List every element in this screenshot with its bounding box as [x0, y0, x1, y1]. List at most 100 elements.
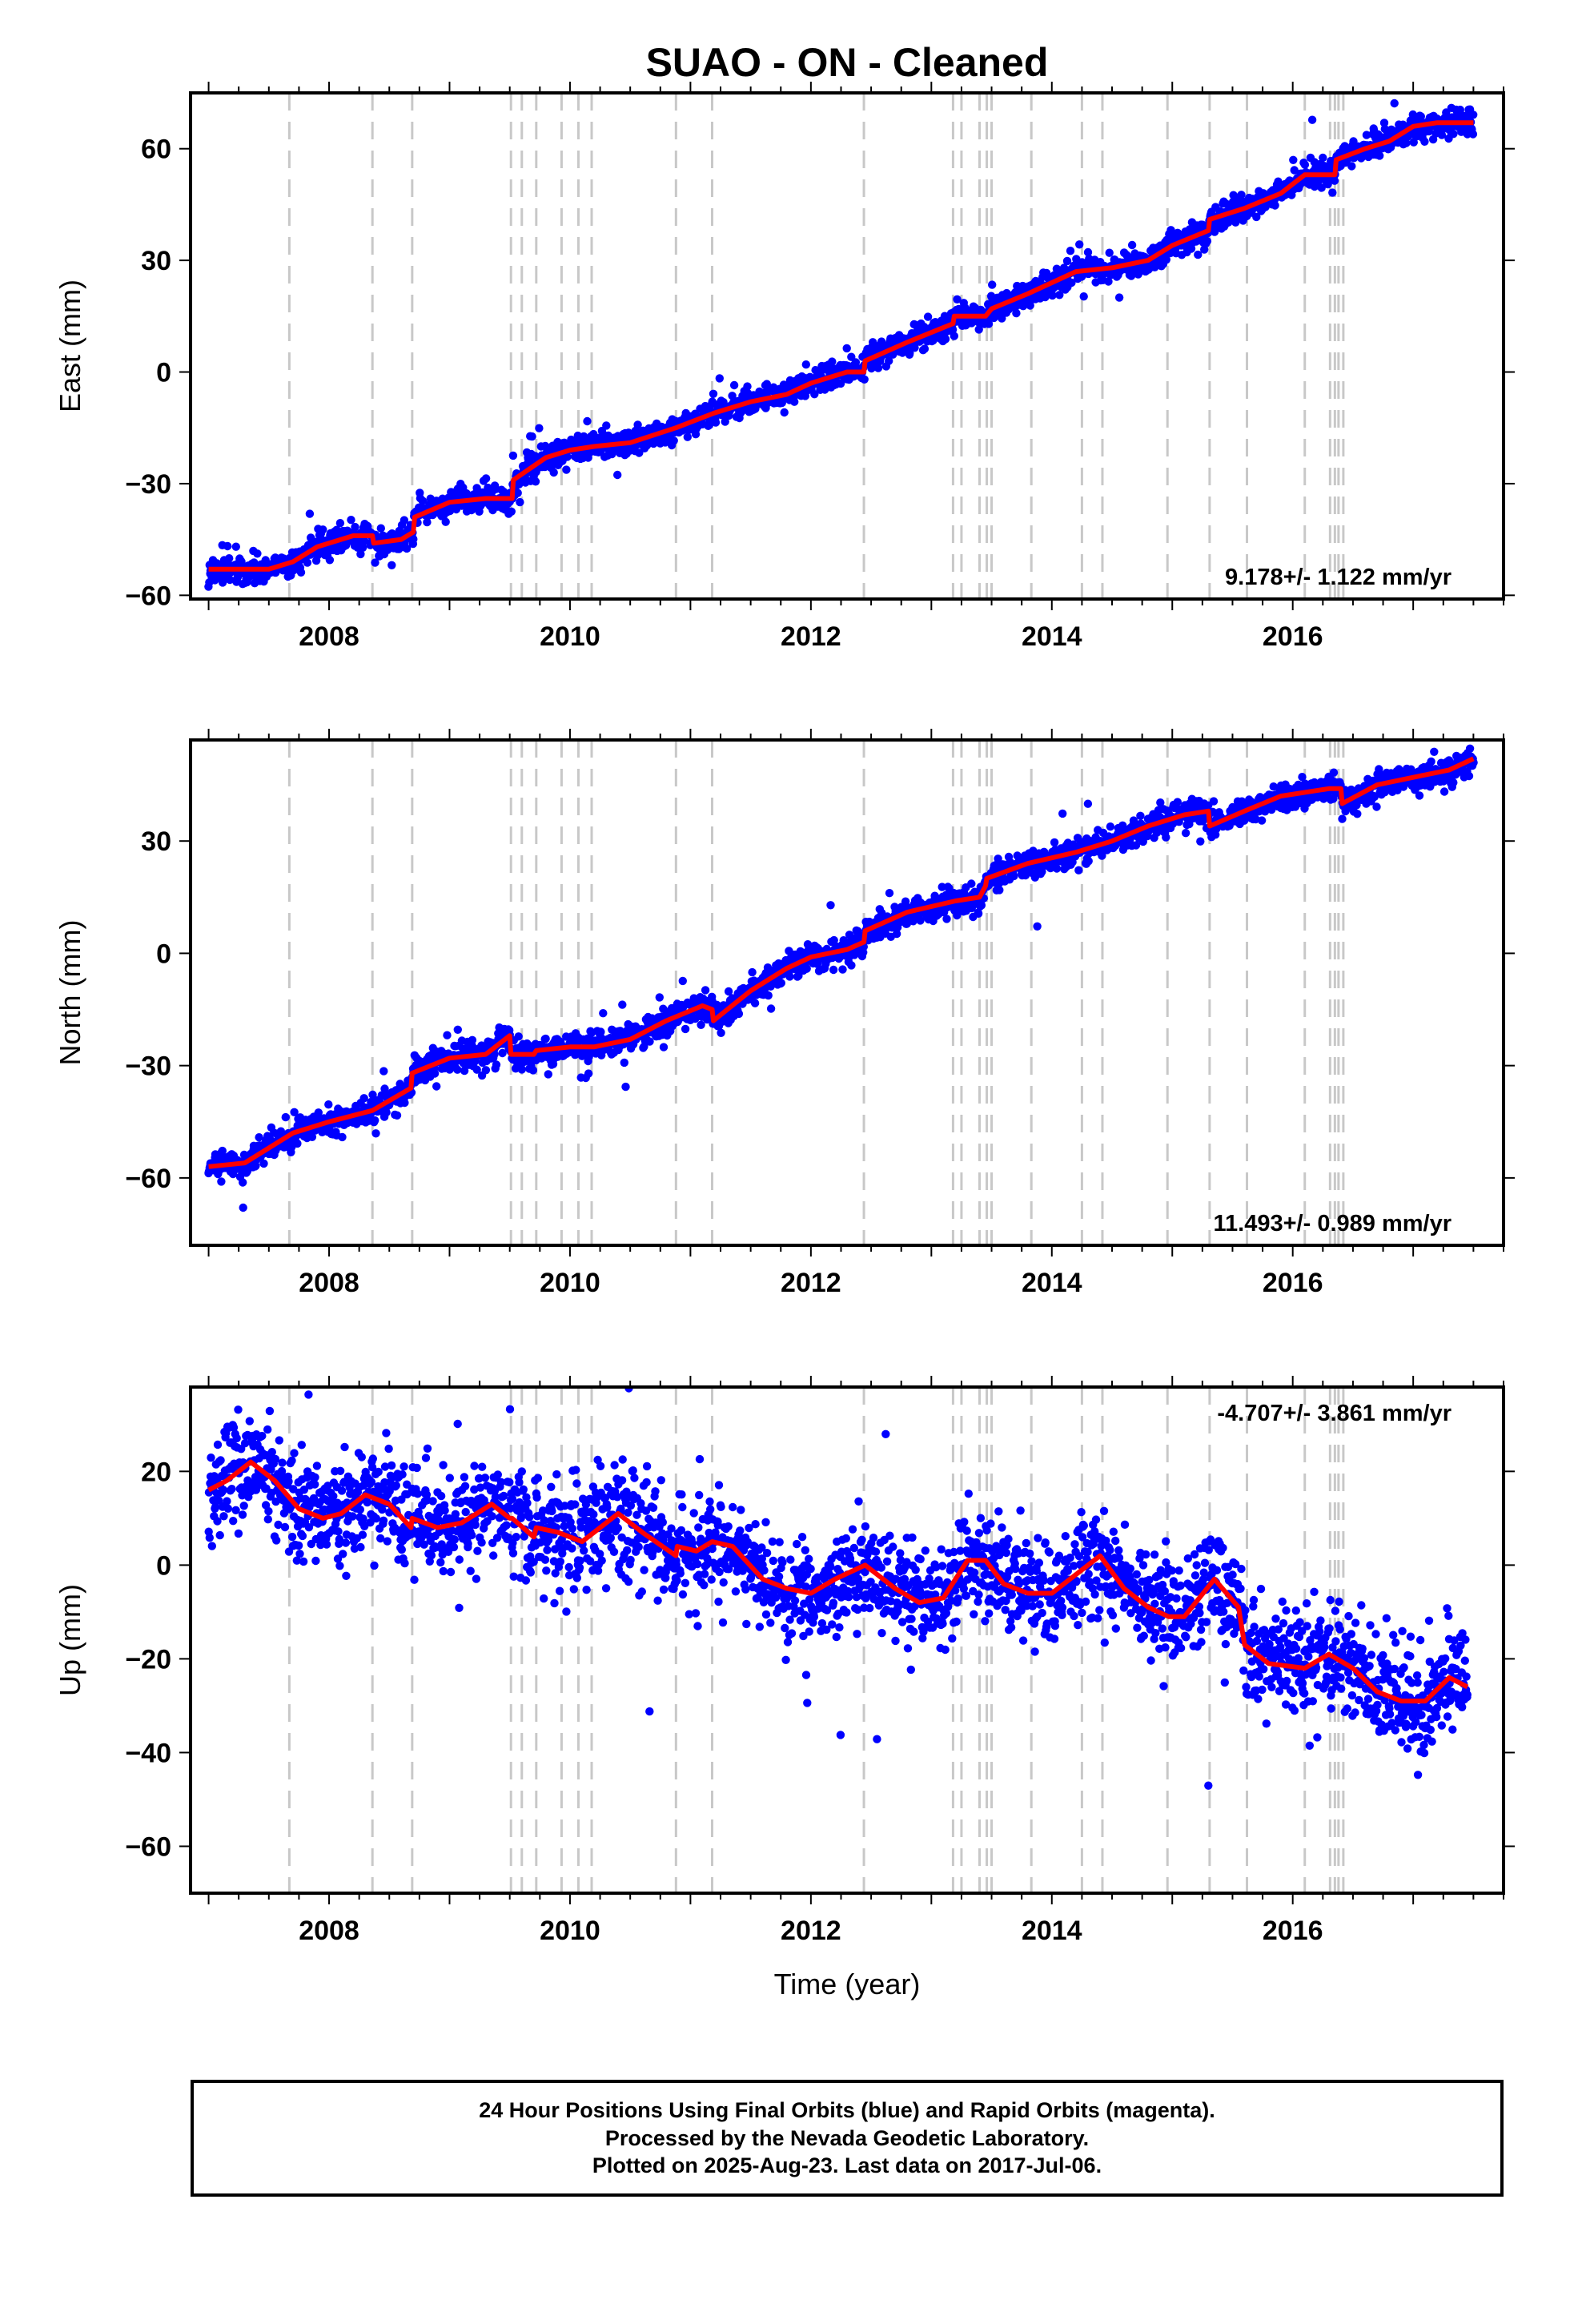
- data-point: [382, 1108, 391, 1117]
- data-point: [953, 295, 962, 304]
- data-point: [902, 919, 912, 928]
- data-point: [492, 1060, 501, 1069]
- data-point: [711, 418, 721, 427]
- data-point: [319, 525, 327, 534]
- data-point: [1449, 130, 1458, 139]
- x-tick-label: 2010: [540, 621, 600, 652]
- data-point: [305, 509, 315, 518]
- data-point: [443, 1031, 452, 1039]
- data-point: [531, 477, 540, 486]
- plot-area: [204, 740, 1478, 1245]
- data-point: [602, 421, 611, 430]
- data-point: [892, 929, 901, 939]
- y-tick-label: 30: [141, 246, 171, 276]
- data-point: [1114, 293, 1124, 302]
- data-point: [678, 976, 687, 986]
- data-point: [683, 432, 692, 441]
- data-point: [223, 541, 232, 551]
- data-point: [387, 561, 396, 569]
- data-point: [794, 971, 803, 980]
- data-point: [1328, 188, 1337, 197]
- data-point: [1181, 829, 1191, 838]
- data-point: [910, 344, 919, 352]
- data-point: [729, 380, 739, 390]
- data-point: [920, 344, 930, 353]
- data-point: [290, 1108, 299, 1117]
- data-point: [885, 889, 894, 898]
- data-point: [1033, 922, 1042, 931]
- data-point: [621, 1082, 630, 1092]
- data-point: [1261, 203, 1270, 211]
- data-point: [1375, 151, 1384, 160]
- data-point: [1437, 131, 1447, 139]
- data-point: [1194, 250, 1203, 259]
- data-point: [314, 1108, 323, 1117]
- data-point: [1307, 115, 1317, 124]
- data-point: [802, 964, 811, 973]
- data-point: [1269, 782, 1278, 791]
- data-point: [281, 1112, 290, 1122]
- data-point: [842, 344, 851, 353]
- data-point: [766, 1004, 776, 1013]
- data-point: [371, 1116, 379, 1125]
- data-point: [717, 1028, 725, 1038]
- data-point: [1105, 248, 1114, 257]
- data-point: [1319, 153, 1327, 163]
- data-point: [225, 554, 234, 563]
- data-point: [1317, 183, 1326, 192]
- data-point: [218, 1146, 227, 1156]
- data-point: [829, 965, 838, 975]
- data-point: [1289, 155, 1298, 164]
- panel-frame: [189, 91, 1505, 601]
- data-point: [217, 1177, 226, 1186]
- data-point: [599, 1009, 608, 1018]
- data-point: [762, 380, 771, 388]
- data-point: [231, 542, 240, 551]
- data-point: [371, 558, 379, 567]
- data-point: [325, 556, 335, 565]
- data-point: [1379, 119, 1389, 127]
- data-point: [432, 1082, 441, 1091]
- data-point: [828, 357, 837, 366]
- data-point: [1237, 191, 1246, 199]
- data-point: [1012, 308, 1021, 318]
- data-point: [303, 558, 312, 567]
- data-point: [1323, 179, 1332, 189]
- data-point: [1162, 255, 1171, 264]
- data-point: [453, 1025, 462, 1035]
- data-point: [916, 916, 925, 925]
- data-point: [514, 1032, 523, 1041]
- data-point: [347, 516, 355, 525]
- data-point: [1055, 291, 1064, 300]
- data-point: [974, 325, 983, 334]
- data-point: [307, 1132, 317, 1142]
- data-point: [847, 961, 856, 970]
- data-point: [950, 332, 959, 340]
- data-point: [409, 535, 418, 544]
- data-point: [1050, 838, 1059, 847]
- data-point: [1083, 799, 1093, 808]
- data-point: [1203, 236, 1212, 246]
- data-point: [1156, 798, 1165, 807]
- data-point: [942, 915, 951, 923]
- data-point: [1162, 833, 1170, 842]
- y-tick-label: −60: [125, 581, 171, 611]
- data-point: [1257, 816, 1267, 825]
- data-point: [251, 1161, 260, 1171]
- y-axis-label: East (mm): [54, 279, 86, 412]
- data-point: [516, 497, 524, 507]
- data-point: [541, 1034, 550, 1043]
- data-point: [948, 325, 958, 334]
- data-point: [513, 489, 522, 497]
- rate-annotation: 9.178+/- 1.122 mm/yr: [1225, 565, 1452, 590]
- data-point: [697, 1020, 705, 1030]
- data-point: [481, 474, 491, 483]
- data-point: [790, 397, 799, 406]
- data-point: [1330, 176, 1339, 185]
- data-point: [418, 497, 428, 505]
- data-point: [1066, 247, 1075, 255]
- data-point: [402, 544, 412, 553]
- data-point: [645, 1037, 654, 1046]
